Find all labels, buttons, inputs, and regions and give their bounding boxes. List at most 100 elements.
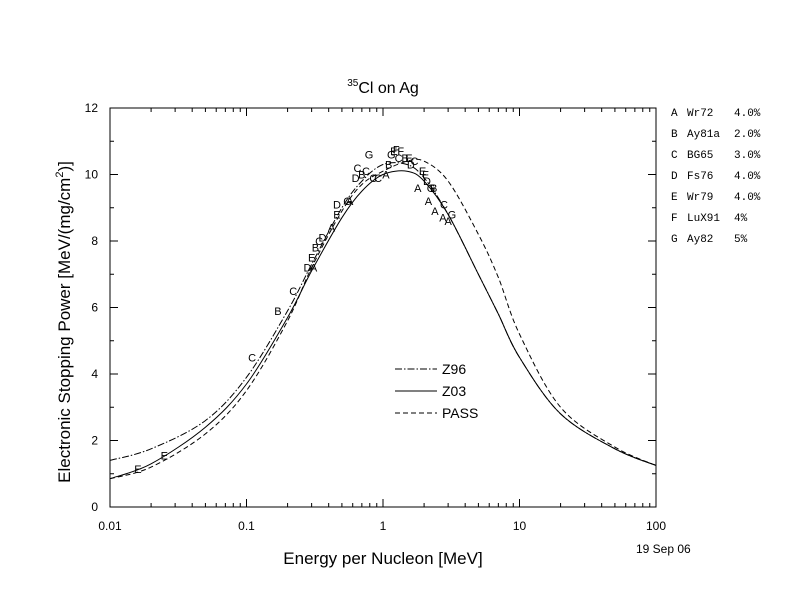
x-axis-label: Energy per Nucleon [MeV] [283, 549, 482, 568]
data-key-id: F [671, 213, 678, 225]
title-superscript: 35 [347, 78, 359, 89]
data-point-a: A [439, 213, 447, 225]
data-point-f: F [422, 170, 429, 182]
y-tick-label: 2 [91, 434, 98, 448]
data-point-d: D [352, 173, 360, 185]
data-key-err: 5% [734, 234, 748, 246]
data-point-e: E [390, 146, 397, 158]
data-point-e: E [161, 450, 168, 462]
y-label-end: )] [55, 161, 74, 171]
data-point-f: F [393, 145, 400, 157]
y-tick-label: 12 [85, 101, 99, 115]
data-point-d: D [407, 160, 415, 172]
data-key-id: D [671, 171, 678, 183]
x-tick-label: 10 [513, 519, 527, 533]
legend-label-z96: Z96 [442, 361, 466, 377]
y-tick-label: 6 [91, 301, 98, 315]
data-point-a: A [444, 216, 452, 228]
data-point-b: B [430, 183, 437, 195]
data-key-ref: LuX91 [687, 213, 720, 225]
data-point-a: A [425, 196, 433, 208]
data-point-c: C [374, 173, 382, 185]
data-point-b: B [312, 243, 319, 255]
curve-z03 [109, 170, 657, 480]
data-key-err: 3.0% [734, 150, 761, 162]
y-axis: 0 2 4 6 8 10 12 [85, 101, 656, 514]
legend-label-pass: PASS [442, 405, 478, 421]
data-point-e: E [405, 153, 412, 165]
data-point-a: A [431, 206, 439, 218]
data-point-e: E [308, 253, 315, 265]
data-point-c: C [362, 166, 370, 178]
data-point-d: D [304, 263, 312, 275]
y-axis-label: Electronic Stopping Power [MeV/(mg/cm2)] [54, 161, 74, 483]
data-point-b: B [274, 306, 281, 318]
data-point-a: A [382, 170, 390, 182]
data-key-err: 4.0% [734, 108, 761, 120]
data-point-g: G [343, 196, 352, 208]
data-point-g: G [448, 209, 457, 221]
data-key-err: 4.0% [734, 192, 761, 204]
x-tick-label: 0.01 [98, 519, 122, 533]
chart-title: 35Cl on Ag [347, 78, 419, 97]
data-point-c: C [353, 163, 361, 175]
data-point-c: C [289, 286, 297, 298]
data-key-err: 4% [734, 213, 748, 225]
data-key-id: G [671, 234, 678, 246]
y-tick-label: 8 [91, 234, 98, 248]
data-key: A Wr72 4.0% B Ay81a 2.0% C BG65 3.0% D Fs76 4.0% E Wr… [671, 108, 761, 246]
x-tick-label: 100 [646, 519, 666, 533]
curve-z96 [109, 162, 657, 466]
data-point-b: B [385, 160, 392, 172]
data-key-ref: Wr79 [687, 192, 713, 204]
data-key-ref: Wr72 [687, 108, 713, 120]
x-tick-label: 1 [380, 519, 387, 533]
data-point-a: A [346, 196, 354, 208]
data-point-e: E [134, 464, 141, 476]
data-key-err: 2.0% [734, 129, 761, 141]
curve-pass [109, 158, 657, 480]
y-tick-label: 0 [91, 500, 98, 514]
data-point-b: B [358, 170, 365, 182]
data-point-c: C [369, 173, 377, 185]
data-point-c: C [248, 352, 256, 364]
plot-frame [109, 107, 657, 508]
data-key-id: E [671, 192, 678, 204]
data-point-c: C [440, 199, 448, 211]
data-point-d: D [318, 233, 326, 245]
legend-label-z03: Z03 [442, 383, 466, 399]
data-key-id: A [671, 108, 678, 120]
title-main: Cl on Ag [358, 80, 418, 97]
y-tick-label: 10 [85, 168, 99, 182]
data-key-err: 4.0% [734, 171, 761, 183]
data-point-e: E [333, 209, 340, 221]
data-point-g: G [427, 183, 436, 195]
x-axis: 0.01 0.1 1 10 100 [98, 108, 666, 533]
curves [109, 158, 657, 480]
x-tick-label: 0.1 [238, 519, 255, 533]
data-key-id: B [671, 129, 678, 141]
data-point-d: D [333, 199, 341, 211]
y-tick-label: 4 [91, 367, 98, 381]
date-stamp: 19 Sep 06 [636, 542, 691, 556]
data-key-ref: Ay81a [687, 129, 720, 141]
data-point-f: F [397, 146, 404, 158]
data-key-ref: Fs76 [687, 171, 713, 183]
data-point-a: A [328, 223, 336, 235]
data-key-id: C [671, 150, 678, 162]
y-label-main: Electronic Stopping Power [MeV/(mg/cm [55, 178, 74, 483]
data-point-d: D [423, 176, 431, 188]
data-point-g: G [387, 150, 396, 162]
data-point-b: B [401, 153, 408, 165]
data-point-a: A [310, 263, 318, 275]
y-label-superscript: 2 [54, 172, 66, 178]
data-point-g: G [365, 150, 374, 162]
legend: Z96 Z03 PASS [395, 361, 478, 421]
data-key-ref: Ay82 [687, 234, 713, 246]
data-point-a: A [414, 183, 422, 195]
data-point-c: C [315, 236, 323, 248]
data-point-c: C [410, 156, 418, 168]
data-key-ref: BG65 [687, 150, 713, 162]
